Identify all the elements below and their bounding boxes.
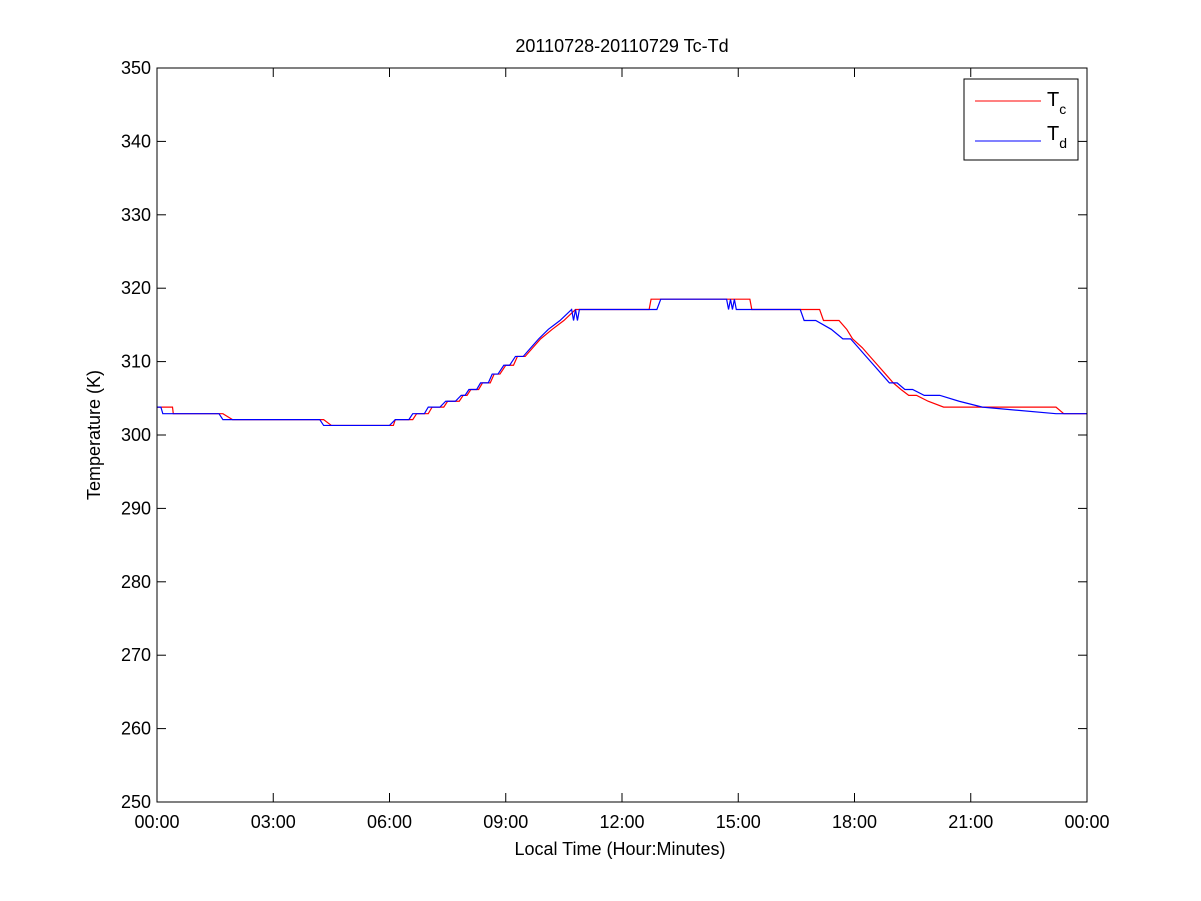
legend-box bbox=[963, 78, 1079, 161]
legend: Tc Td bbox=[963, 78, 1079, 161]
plot-area bbox=[157, 68, 1087, 802]
y-tick-label: 260 bbox=[121, 719, 151, 739]
chart-title: 20110728-20110729 Tc-Td bbox=[515, 36, 728, 56]
y-tick-label: 340 bbox=[121, 131, 151, 151]
x-tick-label: 18:00 bbox=[832, 812, 877, 832]
y-tick-label: 280 bbox=[121, 572, 151, 592]
legend-label-td: Td bbox=[1047, 123, 1067, 151]
x-tick-label: 00:00 bbox=[134, 812, 179, 832]
x-tick-label: 21:00 bbox=[948, 812, 993, 832]
x-tick-label: 09:00 bbox=[483, 812, 528, 832]
legend-label-tc: Tc bbox=[1047, 89, 1066, 117]
y-tick-label: 320 bbox=[121, 278, 151, 298]
x-tick-label: 03:00 bbox=[251, 812, 296, 832]
series-line-td bbox=[157, 298, 1087, 427]
x-tick-label: 15:00 bbox=[716, 812, 761, 832]
series-layer bbox=[157, 298, 1087, 427]
y-tick-label: 290 bbox=[121, 498, 151, 518]
y-tick-label: 330 bbox=[121, 205, 151, 225]
x-tick-label: 12:00 bbox=[599, 812, 644, 832]
y-axis-label: Temperature (K) bbox=[84, 370, 104, 500]
ticks-layer: 00:00 03:00 06:00 09:00 12:00 15:00 18:00 21:00… bbox=[121, 58, 1110, 832]
series-line-tc bbox=[157, 298, 1087, 427]
y-tick-label: 250 bbox=[121, 792, 151, 812]
x-axis-label: Local Time (Hour:Minutes) bbox=[514, 839, 725, 859]
y-tick-label: 310 bbox=[121, 352, 151, 372]
y-tick-label: 350 bbox=[121, 58, 151, 78]
y-tick-label: 300 bbox=[121, 425, 151, 445]
y-tick-label: 270 bbox=[121, 645, 151, 665]
x-tick-label: 06:00 bbox=[367, 812, 412, 832]
x-tick-label: 00:00 bbox=[1064, 812, 1109, 832]
